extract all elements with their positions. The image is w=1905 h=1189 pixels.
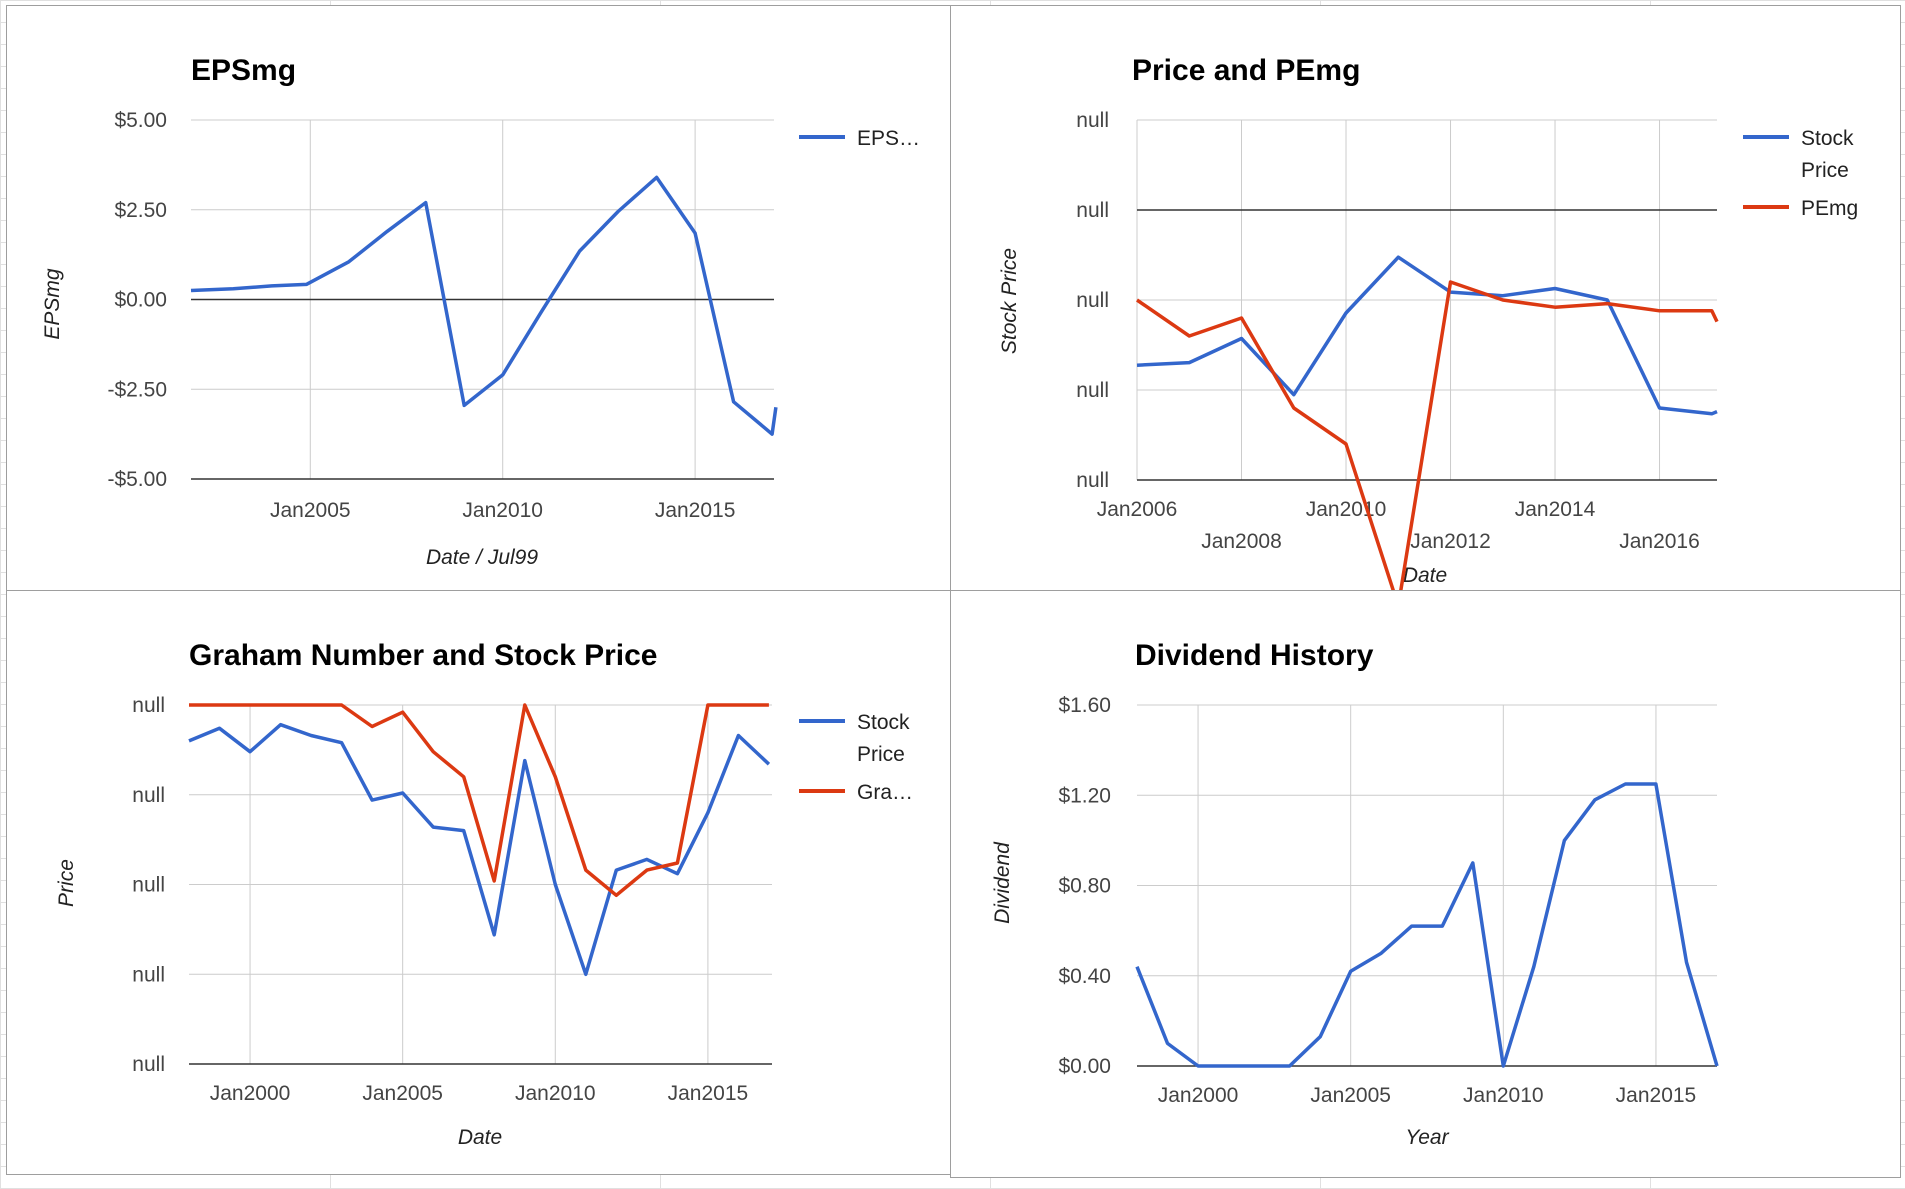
y-tick-label: $0.80 — [1058, 875, 1111, 898]
x-tick-label: Jan2000 — [1158, 1084, 1239, 1107]
x-tick-label: Jan2014 — [1515, 498, 1596, 521]
epsmg-chart: EPSmg $5.00 $2.50 $0.00 -$2.50 -$5.00 Jan2005 J… — [41, 54, 920, 569]
x-tick-label: Jan2008 — [1201, 530, 1282, 553]
chart-title: Price and PEmg — [1132, 54, 1360, 87]
graham-chart: Graham Number and Stock Price null null nul… — [55, 639, 913, 1149]
y-tick-label: $0.00 — [114, 289, 167, 312]
legend-label: PEmg — [1801, 197, 1858, 220]
legend-label: Price — [1801, 159, 1849, 182]
x-tick-label: Jan2010 — [1306, 498, 1387, 521]
x-tick-label: Jan2015 — [668, 1082, 749, 1105]
y-axis-title: EPSmg — [41, 268, 64, 340]
chart-title: Dividend History — [1135, 639, 1374, 672]
x-tick-label: Jan2000 — [210, 1082, 291, 1105]
y-tick-label: $1.20 — [1058, 784, 1111, 807]
series-line-1 — [1136, 280, 1719, 592]
y-axis-title: Price — [55, 859, 78, 907]
series-line-0 — [1135, 782, 1719, 1068]
x-tick-label: Jan2005 — [1310, 1084, 1391, 1107]
x-axis-title: Date — [1403, 564, 1447, 587]
legend-label: EPS… — [857, 127, 920, 150]
legend-label: Gra… — [857, 781, 913, 804]
y-tick-label: $1.60 — [1058, 694, 1111, 717]
legend-label: Stock — [1801, 127, 1854, 150]
y-tick-label: null — [1076, 289, 1109, 312]
chart-panel-price-pemg: Price and PEmg null null null null null Jan200… — [950, 5, 1901, 592]
x-tick-label: Jan2006 — [1097, 498, 1178, 521]
x-tick-label: Jan2012 — [1410, 530, 1491, 553]
x-axis-title: Date — [458, 1126, 502, 1149]
y-tick-label: null — [132, 874, 165, 897]
series-line-0 — [188, 722, 771, 977]
x-tick-label: Jan2010 — [462, 499, 543, 522]
y-axis-title: Stock Price — [998, 248, 1021, 354]
legend-label: Price — [857, 743, 905, 766]
price-pemg-chart: Price and PEmg null null null null null Jan200… — [998, 54, 1858, 592]
x-tick-label: Jan2005 — [270, 499, 351, 522]
x-tick-label: Jan2016 — [1619, 530, 1700, 553]
x-axis-title: Date / Jul99 — [426, 546, 538, 569]
y-tick-label: null — [1076, 379, 1109, 402]
legend-label: Stock — [857, 711, 910, 734]
y-tick-label: $5.00 — [114, 109, 167, 132]
series-line-1 — [189, 703, 769, 898]
y-axis-title: Dividend — [991, 841, 1014, 924]
y-tick-label: -$2.50 — [107, 378, 167, 401]
dividend-chart: Dividend History $1.60 $1.20 $0.80 $0.40 $0.0… — [991, 639, 1719, 1149]
series-line-0 — [190, 175, 778, 436]
y-tick-label: -$5.00 — [107, 468, 167, 491]
y-tick-label: null — [132, 963, 165, 986]
y-tick-label: $0.00 — [1058, 1055, 1111, 1078]
chart-title: EPSmg — [191, 54, 296, 87]
y-tick-label: null — [132, 1053, 165, 1076]
y-tick-label: null — [132, 784, 165, 807]
x-axis-title: Year — [1405, 1126, 1449, 1149]
y-tick-label: $2.50 — [114, 199, 167, 222]
y-tick-label: null — [1076, 469, 1109, 492]
chart-panel-dividend: Dividend History $1.60 $1.20 $0.80 $0.40 $0.0… — [950, 590, 1901, 1178]
x-tick-label: Jan2005 — [362, 1082, 443, 1105]
chart-title: Graham Number and Stock Price — [189, 639, 658, 672]
chart-panel-graham: Graham Number and Stock Price null null nul… — [6, 590, 951, 1175]
y-tick-label: null — [132, 694, 165, 717]
y-tick-label: null — [1076, 199, 1109, 222]
x-tick-label: Jan2010 — [1463, 1084, 1544, 1107]
x-tick-label: Jan2015 — [655, 499, 736, 522]
x-tick-label: Jan2010 — [515, 1082, 596, 1105]
y-tick-label: null — [1076, 109, 1109, 132]
x-tick-label: Jan2015 — [1616, 1084, 1697, 1107]
chart-panel-epsmg: EPSmg $5.00 $2.50 $0.00 -$2.50 -$5.00 Jan2005 J… — [6, 5, 951, 591]
y-tick-label: $0.40 — [1058, 965, 1111, 988]
